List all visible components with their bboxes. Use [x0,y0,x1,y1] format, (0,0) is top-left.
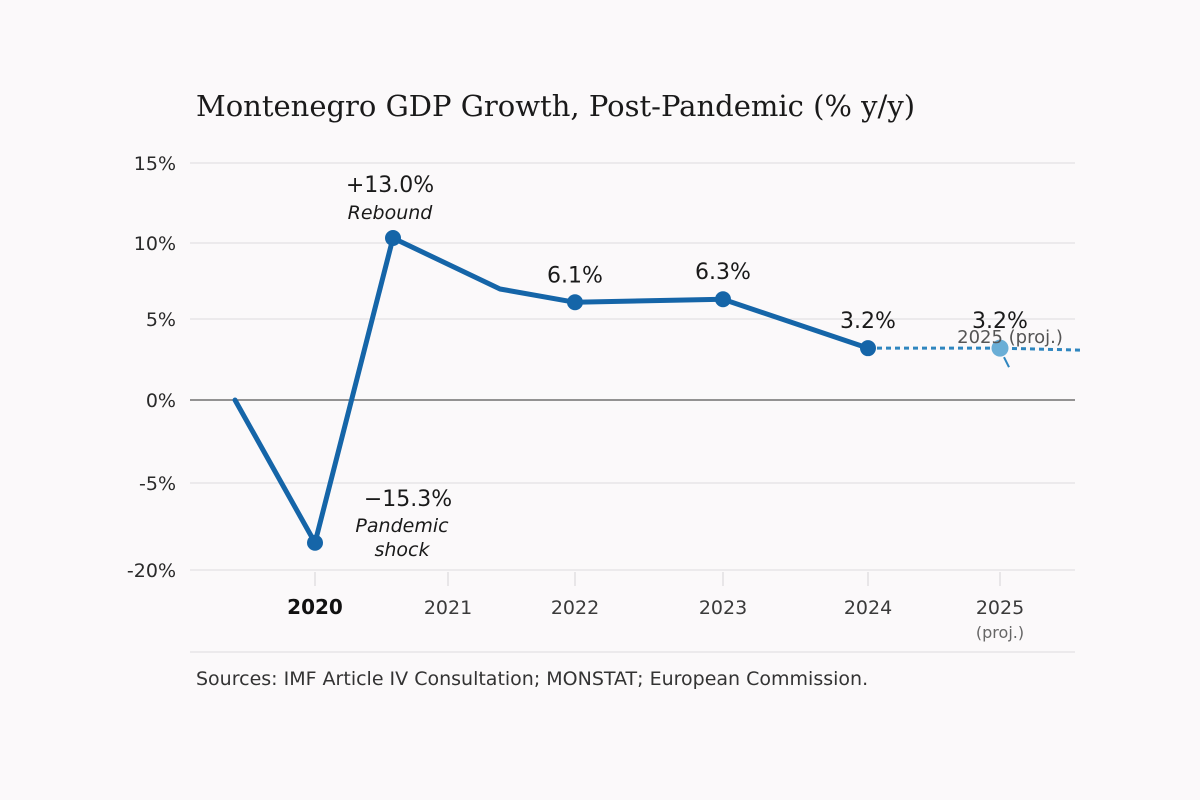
data-label: 6.1% [547,263,603,288]
x-axis: 2020 2021 2022 2023 2024 2025 (proj.) [287,572,1024,642]
data-label: 6.3% [695,260,751,285]
data-marker [307,534,323,551]
data-label: 3.2% [972,309,1028,334]
projected-marker [991,339,1009,357]
data-markers [307,230,1009,551]
x-tick-sublabel: (proj.) [976,623,1024,642]
y-tick-label: 15% [134,153,176,175]
y-tick-label: 5% [146,309,176,331]
x-tick-label: 2021 [424,597,472,619]
data-label: +13.0% [346,173,434,198]
y-tick-label: -20% [127,560,176,582]
projection-line [868,346,1083,352]
x-tick-label: 2020 [287,595,343,619]
data-marker [860,340,876,357]
source-note: Sources: IMF Article IV Consultation; MO… [196,668,868,690]
x-tick-label: 2022 [551,597,599,619]
projection-leader [1003,356,1010,368]
y-tick-label: 10% [134,233,176,255]
data-marker [385,230,401,246]
y-tick-label: 0% [146,390,176,412]
x-tick-label: 2025 [976,597,1024,619]
x-tick-label: 2024 [844,597,892,619]
data-marker [715,291,731,308]
y-axis: 15% 10% 5% 0% -5% -20% [127,153,176,582]
data-marker [567,294,583,311]
annotation: Rebound [348,202,434,224]
chart-title: Montenegro GDP Growth, Post-Pandemic (% … [196,89,915,123]
projection-annotation: 2025 (proj.) [957,327,1063,348]
annotation: Pandemic [355,515,449,537]
data-label: 3.2% [840,309,896,334]
data-label: −15.3% [364,487,452,512]
annotation: shock [374,539,430,561]
series-line [232,235,1083,546]
gridlines [190,162,1075,571]
y-tick-label: -5% [139,473,176,495]
x-tick-label: 2023 [699,597,747,619]
